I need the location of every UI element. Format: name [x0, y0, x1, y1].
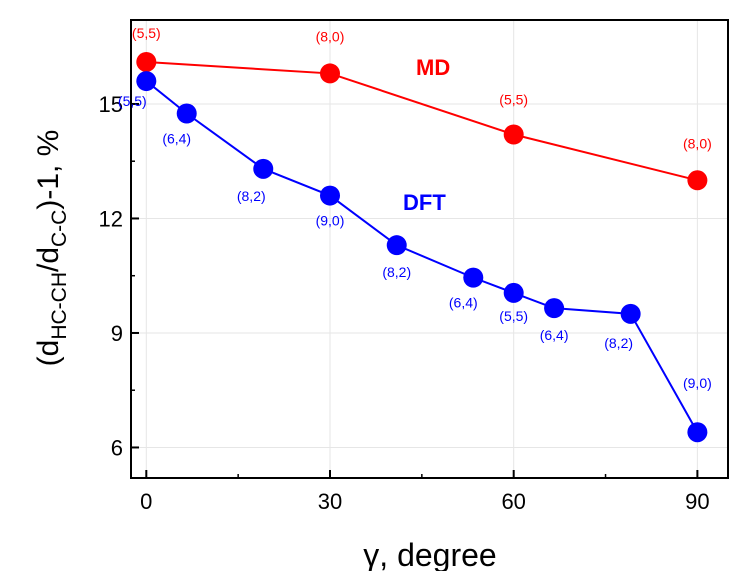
series-label-dft: DFT: [403, 190, 446, 215]
point-dft: [620, 303, 641, 324]
point-md: [503, 124, 524, 145]
point-dft: [503, 282, 524, 303]
point-label-md: (8,0): [683, 135, 712, 151]
point-dft: [136, 71, 157, 92]
series-line-dft: [145, 80, 699, 433]
y-axis-title-sub1: HC-CH: [48, 272, 71, 340]
point-md: [136, 51, 157, 72]
point-label-dft: (6,4): [162, 131, 191, 147]
axis-ticks: 0 30 60 90 6 9 12 15: [99, 92, 710, 514]
series-layer: [136, 51, 708, 443]
grid: [131, 20, 728, 478]
point-label-md: (8,0): [316, 28, 345, 44]
point-label-dft: (9,0): [683, 375, 712, 391]
y-axis-title: (dHC-CH/dC-C)-1, %: [32, 130, 71, 367]
point-dft: [176, 103, 197, 124]
y-tick-label: 15: [99, 92, 123, 117]
y-axis-title-suffix: )-1, %: [32, 130, 65, 210]
point-dft: [253, 158, 274, 179]
point-label-md: (5,5): [132, 25, 161, 41]
point-label-dft: (5,5): [118, 93, 147, 109]
series-line-md: [146, 60, 698, 182]
x-tick-label: 90: [685, 489, 709, 514]
x-tick-label: 60: [501, 489, 525, 514]
point-label-dft: (5,5): [499, 308, 528, 324]
y-axis-title-mid: /d: [32, 247, 65, 272]
x-tick-label: 30: [318, 489, 342, 514]
point-dft: [463, 267, 484, 288]
point-label-dft: (8,2): [382, 264, 411, 280]
plot-frame: [130, 19, 729, 479]
y-axis-title-sub2: C-C: [48, 210, 71, 247]
point-label-dft: (9,0): [316, 213, 345, 229]
point-label-dft: (6,4): [449, 295, 478, 311]
y-tick-label: 9: [111, 321, 123, 346]
point-label-md: (5,5): [499, 92, 528, 108]
point-label-dft: (8,2): [604, 335, 633, 351]
y-axis-title-prefix: (d: [32, 340, 65, 367]
point-dft: [544, 298, 565, 319]
x-axis-title: γ, degree: [363, 537, 496, 571]
y-tick-label: 6: [111, 435, 123, 460]
point-md: [687, 170, 708, 191]
point-label-dft: (6,4): [540, 327, 569, 343]
x-tick-label: 0: [140, 489, 152, 514]
point-labels-layer: (5,5) (8,0) (5,5) (8,0) (5,5) (6,4) (8,2) (9,0)…: [118, 25, 712, 391]
point-label-dft: (8,2): [237, 188, 266, 204]
point-dft: [386, 235, 407, 256]
series-label-md: MD: [416, 55, 450, 80]
point-dft: [320, 185, 340, 206]
point-md: [320, 63, 340, 84]
point-dft: [687, 422, 708, 443]
y-tick-label: 12: [99, 206, 123, 231]
